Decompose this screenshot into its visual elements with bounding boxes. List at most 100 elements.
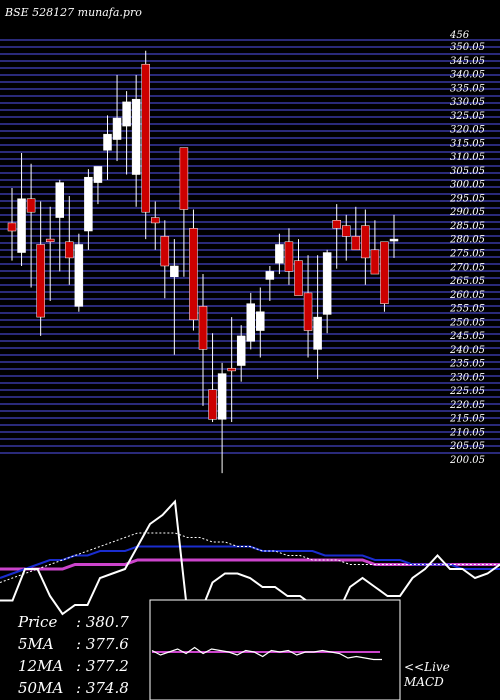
live-macd-line2: MACD	[404, 675, 444, 689]
candle-body	[84, 176, 93, 232]
candle-body	[55, 182, 64, 218]
y-tick-label: 320.05	[450, 125, 485, 136]
candle-body	[342, 225, 351, 237]
candle-body	[303, 292, 313, 331]
y-tick-label: 280.05	[449, 235, 485, 246]
y-tick-label: 255.05	[449, 304, 485, 315]
y-tick-label: 225.05	[449, 386, 485, 397]
white-indicator-line	[0, 499, 500, 625]
candles-layer	[7, 50, 399, 474]
candle-body	[322, 252, 332, 315]
indicator-panel	[0, 499, 500, 625]
stat-label: 12MA	[18, 657, 64, 675]
candle-body	[380, 241, 389, 304]
candle-body	[275, 244, 284, 264]
candle-body	[189, 228, 198, 321]
y-tick-label: 285.05	[449, 221, 485, 232]
candle-body	[141, 63, 150, 213]
y-tick-label: 205.05	[449, 441, 485, 452]
y-tick-label: 270.05	[449, 262, 485, 273]
candle-body	[294, 260, 303, 296]
candle-body	[160, 236, 170, 267]
candle-body	[265, 271, 275, 280]
candle-body	[65, 241, 74, 259]
y-tick-label: 315.05	[450, 138, 485, 149]
candle-body	[370, 249, 380, 275]
candle-body	[217, 373, 227, 420]
candle-body	[284, 241, 294, 272]
dotted-signal-line	[0, 532, 500, 583]
candle-body	[227, 367, 236, 372]
live-macd-line1: <<Live	[404, 660, 450, 674]
candle-body	[36, 244, 45, 318]
candle-body	[112, 117, 122, 140]
live-macd-label: <<Live MACD	[404, 660, 450, 690]
y-tick-label: 200.05	[449, 455, 485, 466]
stat-value: : 377.2	[76, 657, 129, 675]
candle-body	[351, 236, 361, 251]
y-tick-label: 210.05	[449, 427, 485, 438]
candle-body	[246, 303, 255, 342]
stat-value: : 374.8	[76, 679, 129, 697]
candle-body	[26, 198, 36, 213]
candle-body	[256, 311, 265, 331]
stat-value: : 380.7	[76, 613, 129, 631]
macd-box	[149, 599, 401, 700]
candle-body	[131, 98, 141, 175]
y-tick-label: 335.05	[450, 83, 485, 94]
y-tick-label: 290.05	[449, 207, 485, 218]
stat-value: : 377.6	[76, 635, 129, 653]
macd-inset	[149, 599, 401, 700]
candle-body	[74, 244, 84, 307]
stat-row-12ma: 12MA : 377.2	[18, 657, 129, 675]
y-tick-label: 305.05	[450, 166, 485, 177]
grid-layer	[0, 39, 500, 454]
y-tick-label: 220.05	[449, 400, 485, 411]
candle-body	[179, 147, 189, 210]
stat-row-price: Price : 380.7	[18, 613, 129, 631]
y-tick-label: 240.05	[449, 345, 485, 356]
stat-row-50ma: 50MA : 374.8	[18, 679, 129, 697]
candle-body	[332, 220, 341, 229]
candle-body	[17, 198, 26, 253]
y-tick-label: 310.05	[450, 152, 485, 163]
candle-body	[151, 217, 160, 224]
y-tick-label: 325.05	[450, 111, 485, 122]
candle-body	[208, 389, 217, 420]
y-tick-label: 275.05	[449, 249, 485, 260]
macd-line	[151, 646, 382, 661]
y-tick-label: 330.05	[450, 97, 485, 108]
candle-body	[45, 238, 55, 243]
y-tick-label: 230.05	[449, 372, 485, 383]
y-tick-label: 345.05	[450, 56, 485, 67]
y-axis-ticks: 350.05 345.05 340.05 335.05 330.05 325.05 320.…	[449, 42, 485, 466]
stat-label: 50MA	[18, 679, 64, 697]
stat-row-5ma: 5MA : 377.6	[18, 635, 129, 653]
candle-body	[389, 238, 399, 242]
candle-body	[103, 133, 112, 151]
y-tick-label: 350.05	[450, 42, 485, 53]
candle-body	[7, 222, 17, 232]
y-tick-label: 245.05	[449, 331, 485, 342]
candle-body	[170, 265, 179, 277]
chart-title: BSE 528127 munafa.pro	[4, 6, 142, 19]
y-tick-label: 215.05	[449, 414, 485, 425]
y-tick-label: 235.05	[449, 359, 485, 370]
y-tick-label: 250.05	[449, 317, 485, 328]
candle-body	[313, 316, 322, 350]
y-tick-label: 295.05	[449, 193, 485, 204]
y-tick-label: 260.05	[449, 290, 485, 301]
candle-body	[93, 166, 103, 183]
y-tick-label: 340.05	[450, 70, 485, 81]
candle-body	[122, 101, 131, 127]
y-tick-label: 265.05	[449, 276, 485, 287]
blue-ma-line	[0, 545, 500, 579]
candle-body	[198, 306, 208, 350]
top-label: 456	[449, 30, 470, 41]
y-tick-label: 300.05	[450, 180, 485, 191]
stat-label: Price	[18, 613, 58, 631]
stat-label: 5MA	[18, 635, 54, 653]
candle-body	[361, 225, 370, 259]
